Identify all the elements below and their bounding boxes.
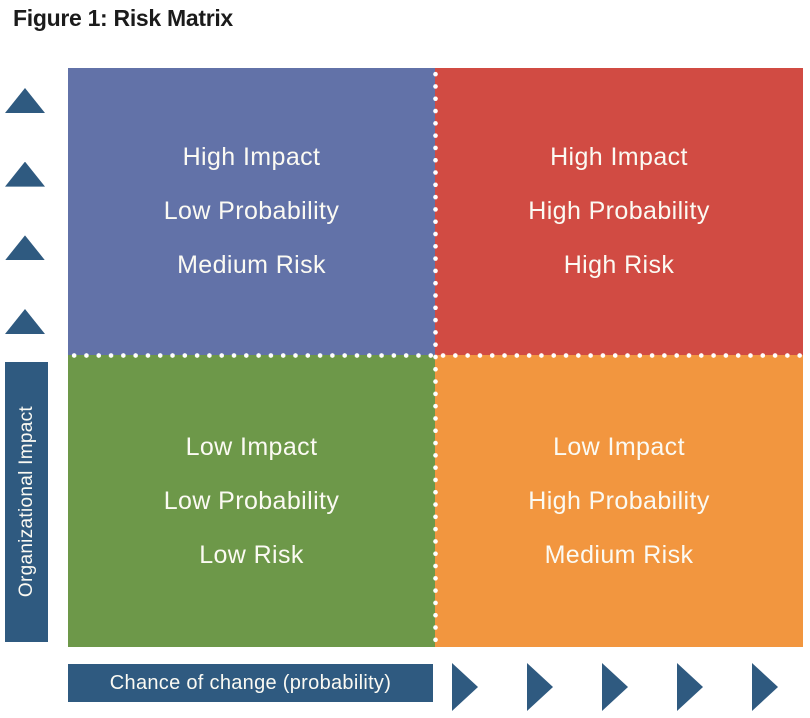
x-axis-label-bar: Chance of change (probability) xyxy=(68,664,433,702)
quadrant-low-impact-low-probability: Low Impact Low Probability Low Risk xyxy=(68,355,435,647)
quadrant-line: High Impact xyxy=(182,143,321,171)
y-axis-label: Organizational Impact xyxy=(15,406,37,598)
quadrant-line: High Probability xyxy=(528,486,710,515)
quadrant-line: Low Probability xyxy=(163,197,340,225)
quadrant-line: High Risk xyxy=(563,251,675,279)
up-arrow-icon xyxy=(5,308,45,334)
y-axis-label-bar: Organizational Impact xyxy=(5,362,48,642)
quadrant-high-impact-low-probability: High Impact Low Probability Medium Risk xyxy=(68,68,435,355)
y-axis-arrows xyxy=(5,88,45,334)
right-arrow-icon xyxy=(452,663,478,711)
right-arrow-icon xyxy=(677,663,703,711)
up-arrow-icon xyxy=(5,88,45,113)
risk-matrix-grid: High Impact Low Probability Medium Risk … xyxy=(68,68,803,647)
quadrant-line: Low Impact xyxy=(185,432,318,461)
x-axis-label: Chance of change (probability) xyxy=(109,671,392,694)
right-arrow-icon xyxy=(527,663,553,711)
up-arrow-icon xyxy=(5,161,45,187)
right-arrow-icon xyxy=(752,663,778,711)
quadrant-line: Low Probability xyxy=(163,486,340,515)
quadrant-high-impact-high-probability: High Impact High Probability High Risk xyxy=(435,68,803,355)
quadrant-line: High Impact xyxy=(550,143,688,171)
up-arrow-icon xyxy=(5,235,45,261)
quadrant-line: Medium Risk xyxy=(177,251,326,279)
x-axis-arrows xyxy=(452,663,778,711)
right-arrow-icon xyxy=(602,663,628,711)
figure-title: Figure 1: Risk Matrix xyxy=(13,5,233,31)
quadrant-line: Low Risk xyxy=(199,540,304,569)
quadrant-line: Medium Risk xyxy=(544,540,694,569)
quadrant-low-impact-high-probability: Low Impact High Probability Medium Risk xyxy=(435,355,803,647)
quadrant-line: Low Impact xyxy=(553,432,685,461)
quadrant-line: High Probability xyxy=(528,197,710,225)
